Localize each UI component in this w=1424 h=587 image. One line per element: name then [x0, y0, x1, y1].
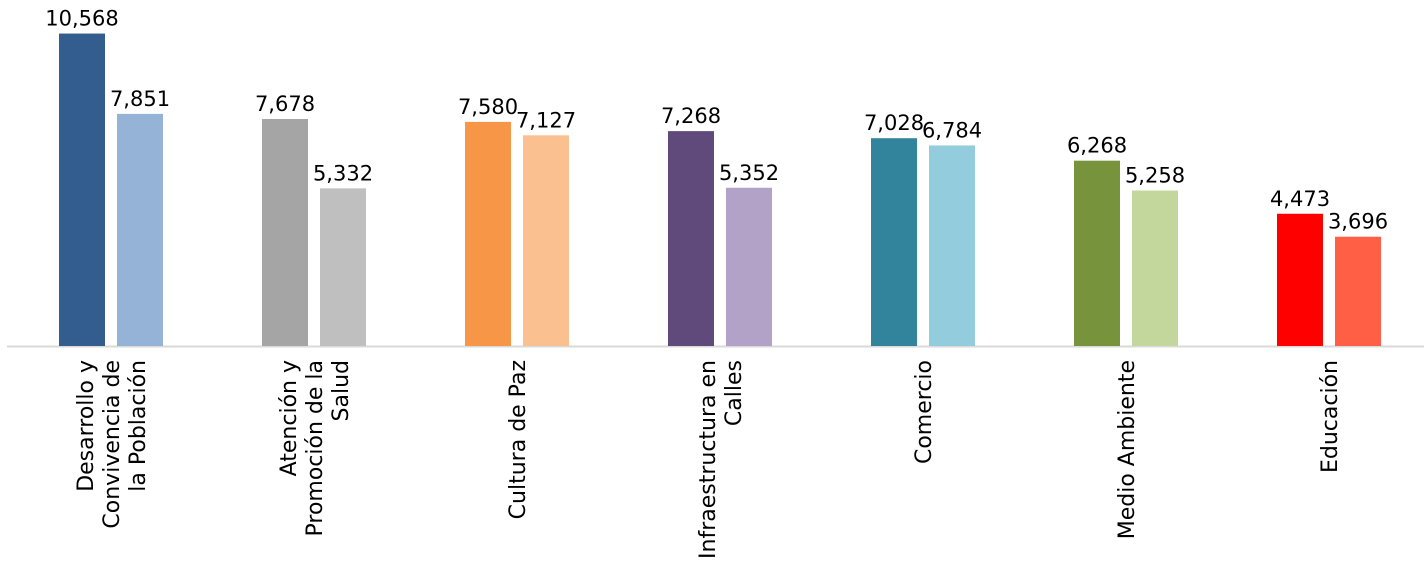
- bar: [1335, 236, 1381, 346]
- bar: [1277, 213, 1323, 346]
- category-label-line: Comercio: [912, 360, 937, 464]
- bar-group: 7,678 5,332 Atención yPromoción de laSalud: [255, 92, 373, 536]
- bar-group: 10,568 7,851 Desarrollo yConvivencia dela …: [45, 7, 170, 529]
- bar: [320, 188, 366, 346]
- category-label-line: la Población: [126, 360, 151, 492]
- category-label: Comercio: [912, 360, 937, 464]
- data-label: 6,268: [1067, 134, 1127, 158]
- category-label-line: Cultura de Paz: [506, 360, 531, 519]
- bar: [929, 145, 975, 346]
- category-label: Desarrollo yConvivencia dela Población: [74, 360, 151, 529]
- data-label: 7,028: [864, 111, 924, 135]
- category-label-line: Infraestructura en: [696, 360, 721, 559]
- bar: [871, 138, 917, 346]
- data-label: 6,784: [922, 118, 982, 142]
- category-label-line: Medio Ambiente: [1115, 360, 1140, 539]
- category-label-line: Promoción de la: [303, 360, 328, 536]
- category-label: Atención yPromoción de laSalud: [277, 360, 354, 536]
- bar: [262, 118, 308, 346]
- category-label-line: Convivencia de: [100, 360, 125, 529]
- bar: [465, 121, 511, 346]
- bar-group: 7,268 5,352 Infraestructura enCalles: [661, 104, 779, 559]
- data-label: 4,473: [1270, 187, 1330, 211]
- bar: [726, 187, 772, 346]
- category-label-line: Atención y: [277, 360, 302, 476]
- bar: [59, 33, 105, 347]
- bar: [1132, 190, 1178, 346]
- bar: [523, 135, 569, 346]
- data-label: 7,580: [458, 95, 518, 119]
- category-label-line: Calles: [722, 360, 747, 426]
- data-label: 5,352: [719, 161, 779, 185]
- category-label: Infraestructura enCalles: [696, 360, 747, 559]
- bar-group: 6,268 5,258 Medio Ambiente: [1067, 134, 1185, 540]
- bar: [117, 113, 163, 346]
- bar: [1074, 160, 1120, 346]
- data-label: 3,696: [1328, 210, 1388, 234]
- category-label: Educación: [1318, 360, 1343, 473]
- bar: [668, 131, 714, 346]
- category-label-line: Desarrollo y: [74, 360, 99, 492]
- data-label: 7,678: [255, 92, 315, 116]
- data-label: 5,258: [1125, 164, 1185, 188]
- data-label: 7,851: [110, 87, 170, 111]
- category-label-line: Educación: [1318, 360, 1343, 473]
- category-label-line: Salud: [329, 360, 354, 421]
- category-label: Cultura de Paz: [506, 360, 531, 519]
- data-label: 5,332: [313, 161, 373, 185]
- data-label: 7,268: [661, 104, 721, 128]
- data-label: 7,127: [516, 108, 576, 132]
- category-label: Medio Ambiente: [1115, 360, 1140, 539]
- data-label: 10,568: [45, 7, 118, 31]
